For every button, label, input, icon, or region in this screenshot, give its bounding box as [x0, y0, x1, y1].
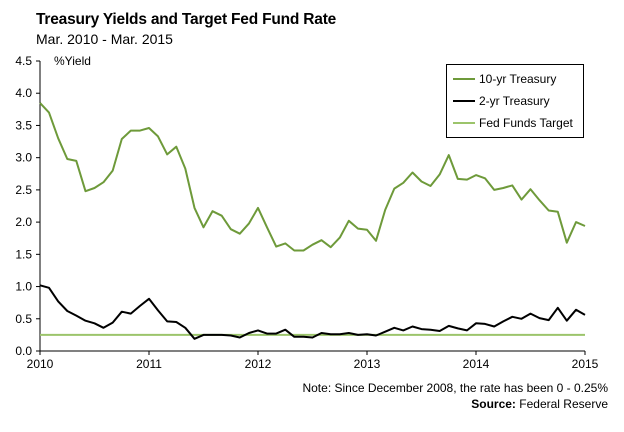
chart-subtitle: Mar. 2010 - Mar. 2015 [36, 31, 173, 47]
chart-legend: 10-yr Treasury 2-yr Treasury Fed Funds T… [446, 64, 584, 138]
legend-label-10yr: 10-yr Treasury [479, 72, 557, 86]
legend-item-10yr: 10-yr Treasury [453, 70, 556, 88]
y-tick-label: 3.5 [15, 118, 32, 132]
source-value: Federal Reserve [519, 397, 608, 411]
y-tick-label: 4.5 [15, 54, 32, 68]
legend-item-fedfunds: Fed Funds Target [453, 114, 573, 132]
tick-labels: 0.0 0.5 1.0 1.5 2.0 2.5 3.0 3.5 4.0 4.5 2010 2011 20… [15, 54, 598, 371]
y-tick-label: 2.0 [15, 215, 32, 229]
x-tick-label: 2014 [463, 357, 490, 371]
legend-label-fedfunds: Fed Funds Target [479, 116, 573, 130]
chart-note: Note: Since December 2008, the rate has … [302, 381, 608, 395]
legend-item-2yr: 2-yr Treasury [453, 92, 550, 110]
chart-title: Treasury Yields and Target Fed Fund Rate [36, 11, 337, 28]
source-label: Source: [471, 397, 516, 411]
y-tick-label: 0.5 [15, 312, 32, 326]
legend-swatch-fedfunds [453, 122, 475, 124]
y-tick-label: 4.0 [15, 86, 32, 100]
x-tick-label: 2015 [572, 357, 599, 371]
x-tick-label: 2010 [27, 357, 54, 371]
series-lines [39, 102, 586, 340]
x-tick-label: 2011 [136, 357, 162, 371]
y-tick-label: 1.0 [15, 280, 32, 294]
series-line-2-yr-treasury [39, 284, 586, 340]
series-line-10-yr-treasury [39, 102, 586, 252]
y-tick-label: 1.5 [15, 247, 32, 261]
y-tick-label: 0.0 [15, 344, 32, 358]
legend-swatch-2yr [453, 100, 475, 102]
legend-swatch-10yr [453, 78, 475, 80]
chart-axes [36, 60, 586, 355]
x-tick-label: 2012 [245, 357, 272, 371]
y-tick-label: 3.0 [15, 151, 32, 165]
chart-source: Source: Federal Reserve [471, 397, 608, 411]
y-tick-label: 2.5 [15, 183, 32, 197]
x-tick-label: 2013 [354, 357, 381, 371]
y-axis-label: %Yield [54, 54, 91, 68]
legend-label-2yr: 2-yr Treasury [479, 94, 550, 108]
